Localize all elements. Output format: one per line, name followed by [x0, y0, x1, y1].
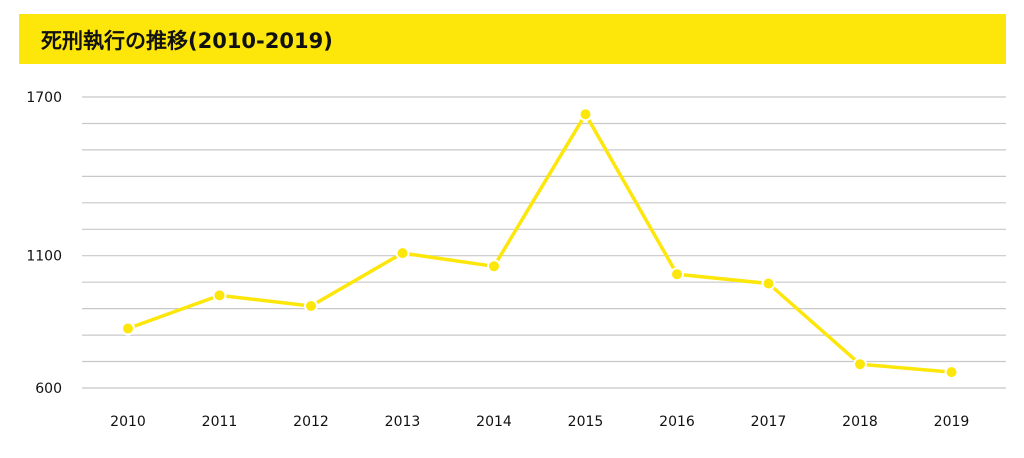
x-tick-label: 2018: [842, 414, 878, 430]
data-point: [944, 365, 959, 380]
grid-lines: [82, 96, 1006, 389]
y-tick-label: 1100: [26, 249, 62, 265]
series-group: [121, 107, 959, 380]
title-bar: 死刑執行の推移(2010-2019): [19, 14, 1006, 64]
x-tick-label: 2010: [110, 414, 146, 430]
x-axis-ticks: 2010 2011 2012 2013 2014 2015 2016 2017 2018 2019: [110, 414, 969, 430]
data-point: [487, 259, 501, 274]
data-point: [121, 321, 135, 336]
x-tick-label: 2011: [202, 414, 238, 430]
data-point: [578, 107, 593, 122]
x-tick-label: 2012: [293, 414, 329, 430]
x-tick-label: 2016: [659, 414, 695, 430]
y-axis-ticks: 1700 1100 600: [26, 90, 62, 397]
x-tick-label: 2014: [476, 414, 512, 430]
x-tick-label: 2017: [751, 414, 787, 430]
data-point: [395, 246, 410, 261]
x-tick-label: 2019: [934, 414, 970, 430]
data-point: [761, 276, 776, 291]
y-tick-label: 600: [35, 381, 62, 397]
x-tick-label: 2015: [568, 414, 604, 430]
x-tick-label: 2013: [385, 414, 421, 430]
y-tick-label: 1700: [26, 90, 62, 106]
data-point: [212, 288, 227, 303]
data-point: [853, 357, 867, 372]
series-line: [126, 112, 954, 374]
data-point: [670, 267, 684, 282]
chart-title: 死刑執行の推移(2010-2019): [41, 29, 333, 53]
data-point: [304, 299, 318, 313]
